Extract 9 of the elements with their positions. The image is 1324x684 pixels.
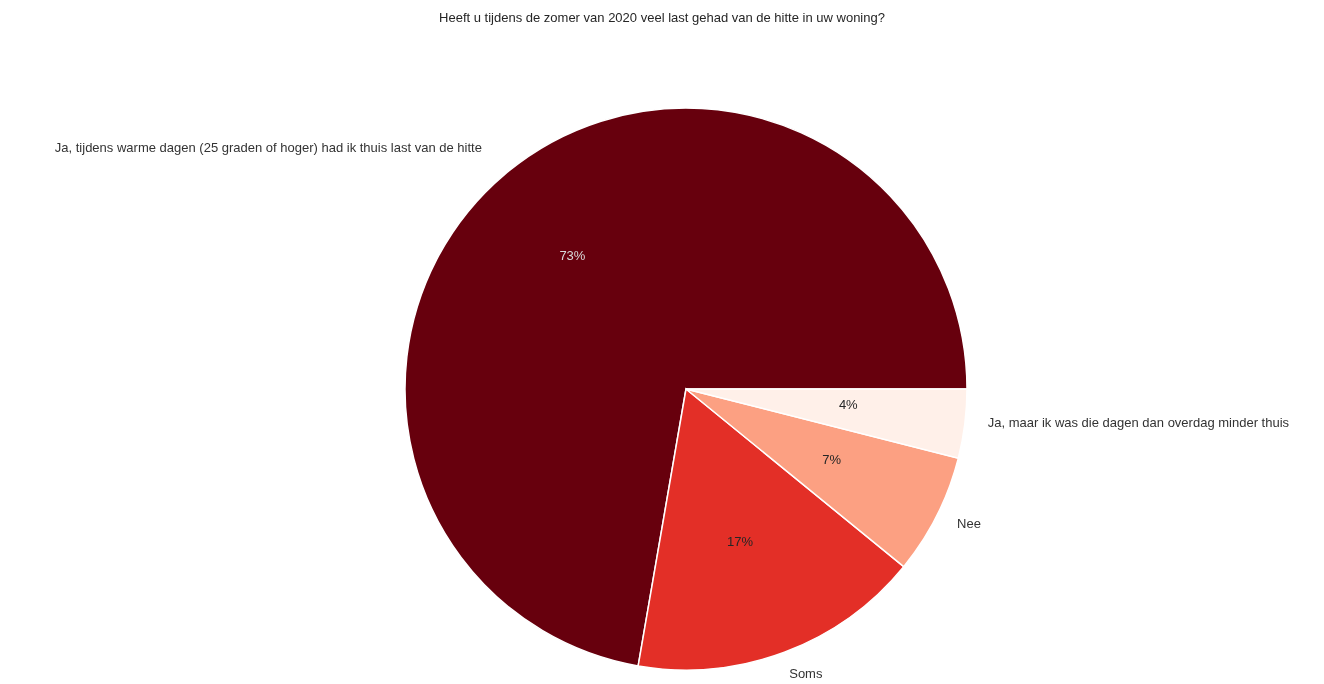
data-label: 4% — [838, 397, 859, 413]
data-label: 7% — [822, 452, 842, 468]
slice-label: Nee — [957, 515, 981, 531]
slice-label: Soms — [789, 666, 823, 682]
slice-label: Ja, maar ik was die dagen dan overdag minder thuis — [987, 414, 1290, 430]
chart-title: Heeft u tijdens de zomer van 2020 veel last gehad van de hitte in uw woning? — [439, 9, 885, 25]
data-label: 73% — [559, 247, 586, 263]
slice-label: Ja, tijdens warme dagen (25 graden of hoger) had ik thuis last van de hitte — [54, 140, 482, 156]
data-label: 17% — [727, 534, 754, 550]
